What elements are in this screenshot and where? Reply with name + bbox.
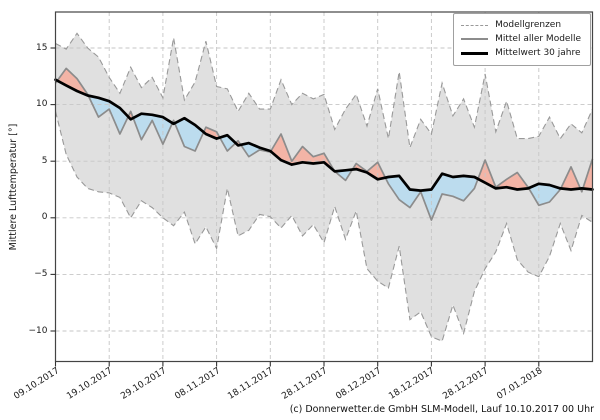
legend: Modellgrenzen Mittel aller Modelle Mitte… [453, 13, 591, 66]
y-tick-label: 10 [36, 99, 48, 110]
dashed-line-sample-icon [461, 24, 489, 26]
y-tick-label: 0 [41, 212, 48, 223]
upper-model-bound-line [55, 32, 594, 148]
gray-line-sample-icon [461, 38, 489, 40]
y-tick-label: −10 [28, 325, 48, 336]
y-tick-label: 5 [41, 155, 48, 166]
colder-than-mean-fill [55, 79, 583, 221]
legend-item-mittel-aller-modelle: Mittel aller Modelle [461, 32, 581, 46]
legend-label-modellgrenzen: Modellgrenzen [495, 20, 562, 30]
climate-mean-30y-line [54, 78, 594, 192]
model-mean-line [54, 67, 594, 221]
legend-label-mittel-aller-modelle: Mittel aller Modelle [495, 34, 581, 44]
legend-item-mittelwert-30-jahre: Mittelwert 30 jahre [461, 46, 581, 60]
legend-item-modellgrenzen: Modellgrenzen [461, 18, 581, 32]
copyright-caption: (c) Donnerwetter.de GmbH SLM-Modell, Lau… [289, 404, 594, 415]
lower-model-bound-line [54, 111, 593, 342]
y-tick-label: 15 [36, 42, 48, 53]
y-tick-label: −5 [34, 268, 48, 279]
legend-label-mittelwert-30-jahre: Mittelwert 30 jahre [495, 48, 581, 58]
black-line-sample-icon [461, 51, 489, 55]
